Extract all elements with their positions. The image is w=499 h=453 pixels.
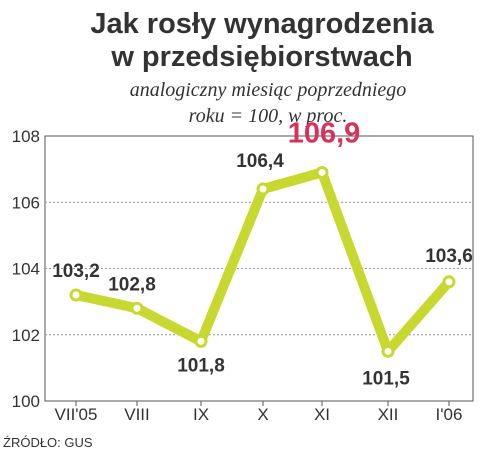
y-tick-label-106: 106 <box>12 193 40 212</box>
x-tick-label-1: VIII <box>124 405 150 424</box>
series-line <box>76 172 449 351</box>
data-label-1: 102,8 <box>108 274 156 295</box>
data-label-2: 101,8 <box>177 355 225 376</box>
x-tick-label-2: IX <box>193 405 209 424</box>
data-point-2 <box>196 336 206 346</box>
y-tick-label-108: 108 <box>12 127 40 146</box>
data-label-0: 103,2 <box>52 261 100 282</box>
y-tick-label-104: 104 <box>12 260 40 279</box>
data-point-5 <box>383 346 393 356</box>
chart-title-line-1: Jak rosły wynagrodzenia <box>90 8 434 40</box>
x-tick-label-4: XI <box>314 405 330 424</box>
data-label-6: 103,6 <box>425 246 473 267</box>
y-tick-label-102: 102 <box>12 326 40 345</box>
y-tick-label-100: 100 <box>12 392 40 411</box>
x-axis-tick-labels: VII'05 VIII IX X XI XII I'06 <box>55 401 463 424</box>
data-point-4 <box>317 167 327 177</box>
grid-lines <box>45 202 473 335</box>
x-tick-label-3: X <box>257 405 268 424</box>
data-point-1 <box>132 303 142 313</box>
y-axis-tick-labels: 100 102 104 106 108 <box>12 127 40 411</box>
source-note: ŹRÓDŁO: GUS <box>3 435 93 450</box>
data-point-0 <box>71 290 81 300</box>
x-tick-label-6: I'06 <box>436 405 463 424</box>
x-tick-label-5: XII <box>378 405 399 424</box>
data-label-4: 106,9 <box>288 117 361 149</box>
data-point-6 <box>444 277 454 287</box>
data-label-3: 106,4 <box>236 151 284 172</box>
chart-subtitle-line-1: analogiczny miesiąc poprzedniego <box>130 79 407 101</box>
x-tick-label-0: VII'05 <box>55 405 98 424</box>
data-point-3 <box>258 184 268 194</box>
chart-title-line-2: w przedsiębiorstwach <box>110 41 412 73</box>
data-label-5: 101,5 <box>362 368 410 389</box>
